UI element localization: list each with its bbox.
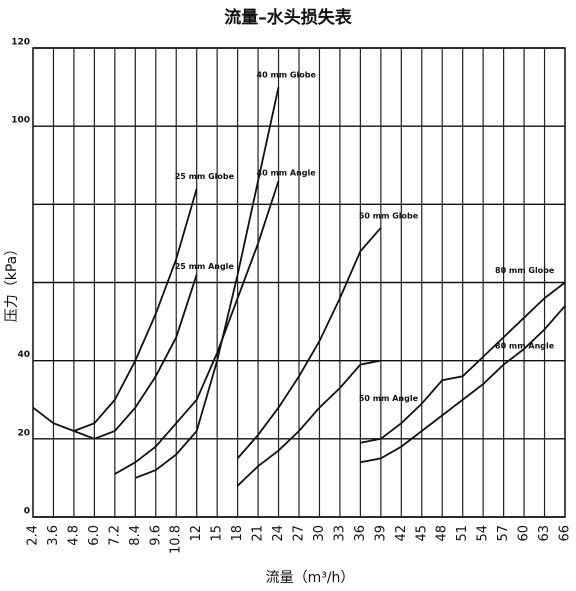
x-tick-label: 57 — [496, 525, 511, 542]
series-label: 80 mm Globe — [495, 266, 555, 275]
x-tick-label: 36 — [353, 525, 368, 542]
x-tick-label: 4.8 — [66, 525, 81, 546]
x-tick-label: 18 — [230, 525, 245, 542]
y-axis-label: 压力（kPa） — [4, 242, 20, 323]
series-line — [360, 305, 566, 464]
series-line — [73, 274, 198, 440]
y-tick-label: 20 — [17, 428, 30, 438]
y-tick-label: 120 — [11, 38, 30, 48]
x-tick-label: 45 — [414, 525, 429, 542]
x-tick-label: 48 — [435, 525, 450, 542]
series-label: 40 mm Angle — [257, 168, 317, 177]
x-tick-label: 51 — [455, 525, 470, 542]
x-tick-label: 9.6 — [148, 525, 163, 546]
y-tick-label: 40 — [17, 350, 30, 360]
series-label: 40 mm Globe — [257, 71, 317, 80]
x-tick-label: 3.6 — [46, 525, 61, 546]
x-tick-label: 30 — [312, 525, 327, 542]
x-tick-label: 7.2 — [107, 525, 122, 546]
x-tick-label: 66 — [558, 525, 573, 542]
x-tick-label: 2.4 — [26, 525, 41, 546]
x-tick-label: 12 — [189, 525, 204, 542]
y-tick-label: 100 — [11, 116, 30, 126]
series-label: 50 mm Angle — [359, 394, 419, 403]
x-tick-label: 21 — [251, 525, 266, 542]
x-tick-label: 54 — [476, 525, 491, 542]
series-line — [134, 86, 280, 479]
x-tick-label: 15 — [210, 525, 225, 542]
series-label: 80 mm Angle — [495, 341, 555, 350]
series-line — [236, 227, 382, 459]
x-tick-label: 63 — [537, 525, 552, 542]
series-label: 50 mm Globe — [359, 211, 419, 220]
x-tick-label: 27 — [292, 525, 307, 542]
series-label: 25 mm Globe — [175, 172, 235, 181]
x-tick-label: 39 — [373, 525, 388, 542]
series-line — [114, 180, 280, 475]
x-tick-label: 8.4 — [128, 525, 143, 546]
series-line — [236, 359, 382, 487]
x-tick-label: 24 — [271, 525, 286, 542]
x-tick-label: 42 — [394, 525, 409, 542]
x-tick-label: 10.8 — [169, 525, 184, 554]
y-tick-label: 0 — [24, 507, 30, 517]
x-tick-label: 60 — [517, 525, 532, 542]
x-axis-label: 流量（m³/h） — [266, 570, 355, 586]
x-tick-label: 6.0 — [87, 525, 102, 546]
series-line — [360, 281, 566, 444]
x-tick-label: 33 — [332, 525, 347, 542]
series-line — [32, 188, 198, 432]
chart-title: 流量–水头损失表 — [224, 7, 352, 28]
series-label: 25 mm Angle — [175, 262, 235, 271]
